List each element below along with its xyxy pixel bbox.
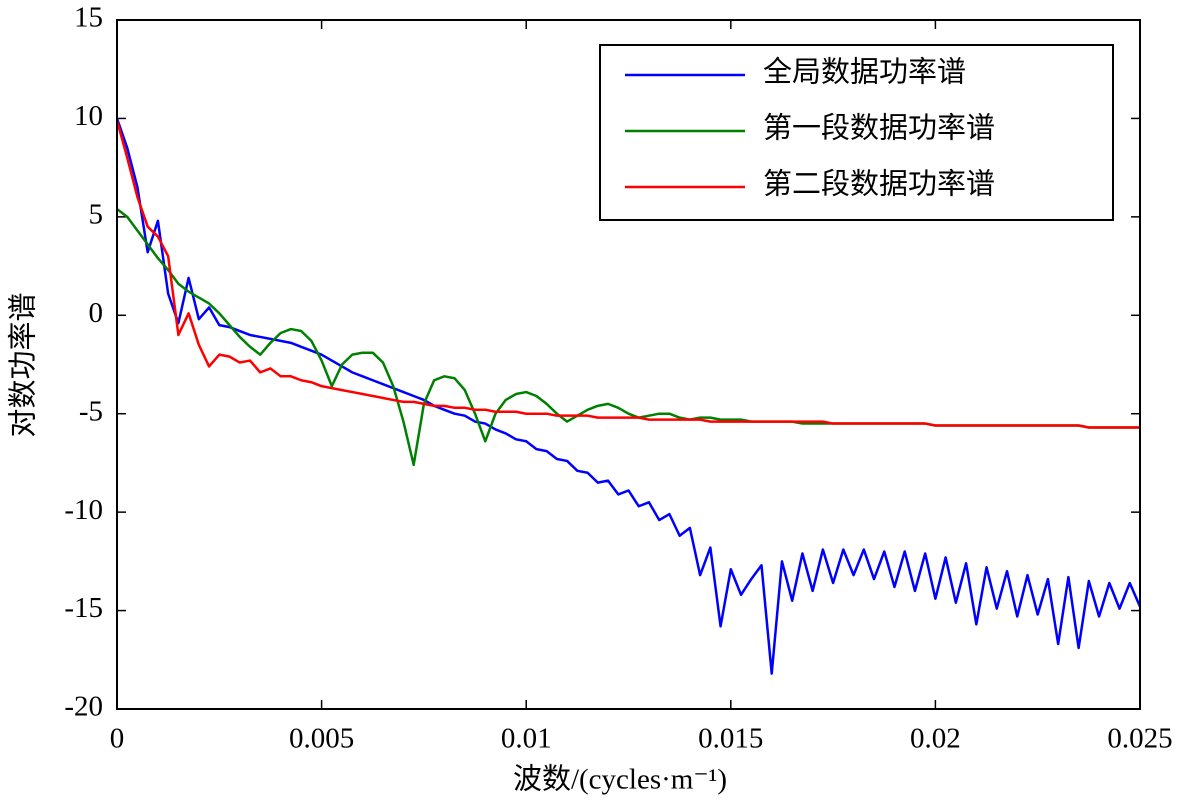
x-tick-label: 0.005 xyxy=(289,723,354,755)
x-tick-label: 0.015 xyxy=(698,723,763,755)
y-tick-label: 10 xyxy=(74,100,103,132)
x-tick-label: 0.01 xyxy=(501,723,552,755)
series-line xyxy=(115,120,1140,429)
y-tick-label: -15 xyxy=(64,592,103,624)
legend-label: 第二段数据功率谱 xyxy=(763,168,995,201)
x-tick-label: 0.025 xyxy=(1107,723,1172,755)
legend-label: 全局数据功率谱 xyxy=(763,56,966,89)
y-tick-label: -20 xyxy=(64,691,103,723)
y-tick-label: 5 xyxy=(89,199,104,231)
y-tick-label: -10 xyxy=(64,494,103,526)
y-tick-label: 0 xyxy=(89,297,104,329)
x-tick-label: 0.02 xyxy=(910,723,961,755)
legend-label: 第一段数据功率谱 xyxy=(763,112,995,145)
y-axis-label: 对数功率谱 xyxy=(7,292,40,437)
y-tick-label: -5 xyxy=(79,395,103,427)
x-tick-label: 0 xyxy=(110,723,125,755)
plot-frame xyxy=(116,19,1141,710)
y-tick-label: 15 xyxy=(74,2,103,34)
series-line xyxy=(115,118,1142,675)
x-axis-label: 波数/(cycles·m⁻¹) xyxy=(513,763,727,796)
